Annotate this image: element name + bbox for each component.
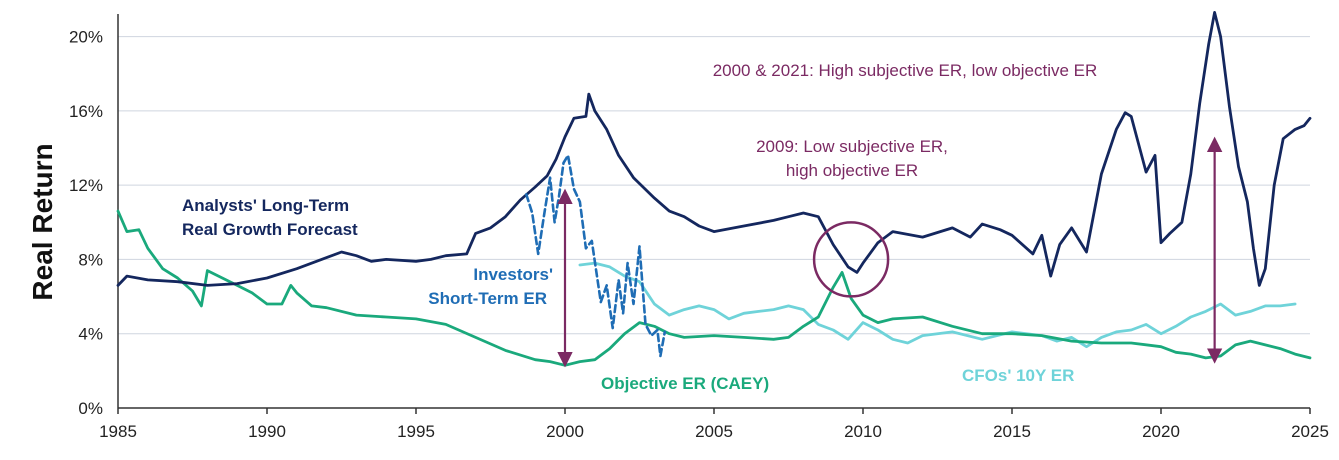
label-caey: Objective ER (CAEY) (601, 374, 769, 393)
y-axis-label: Real Return (27, 143, 58, 300)
x-tick-label: 2020 (1142, 422, 1180, 441)
x-tick-label: 2015 (993, 422, 1031, 441)
x-tick-label: 2025 (1291, 422, 1329, 441)
annotation-marks (557, 136, 1223, 368)
label-investors-line2: Short-Term ER (428, 289, 547, 308)
annotation-2009-line1: 2009: Low subjective ER, (756, 137, 948, 156)
y-tick-label: 4% (78, 325, 103, 344)
y-tick-label: 8% (78, 250, 103, 269)
x-tick-label: 2010 (844, 422, 882, 441)
x-tick-label: 2000 (546, 422, 584, 441)
x-tick-label: 1985 (99, 422, 137, 441)
axes: 0% 4% 8% 12% 16% 20% 1985 1990 1995 2000 2005 2010 2… (69, 14, 1329, 441)
label-analysts-line1: Analysts' Long-Term (182, 196, 349, 215)
y-tick-label: 20% (69, 28, 103, 47)
annotation-2000-2021: 2000 & 2021: High subjective ER, low obj… (713, 61, 1098, 80)
series-line-investors (525, 154, 667, 358)
label-investors-line1: Investors' (473, 265, 553, 284)
annotation-2009-line2: high objective ER (786, 161, 918, 180)
y-tick-label: 0% (78, 399, 103, 418)
series-line-cfo (578, 261, 1297, 349)
highlight-circle-2009 (812, 221, 890, 298)
x-tick-label: 2005 (695, 422, 733, 441)
label-analysts-line2: Real Growth Forecast (182, 220, 358, 239)
y-tick-label: 12% (69, 176, 103, 195)
series-line-caey (116, 209, 1312, 367)
x-tick-label: 1990 (248, 422, 286, 441)
series-line-analysts (116, 11, 1312, 287)
gridlines (118, 36, 1310, 335)
label-cfo: CFOs' 10Y ER (962, 366, 1074, 385)
y-tick-label: 16% (69, 102, 103, 121)
series-lines (116, 11, 1312, 367)
x-tick-label: 1995 (397, 422, 435, 441)
